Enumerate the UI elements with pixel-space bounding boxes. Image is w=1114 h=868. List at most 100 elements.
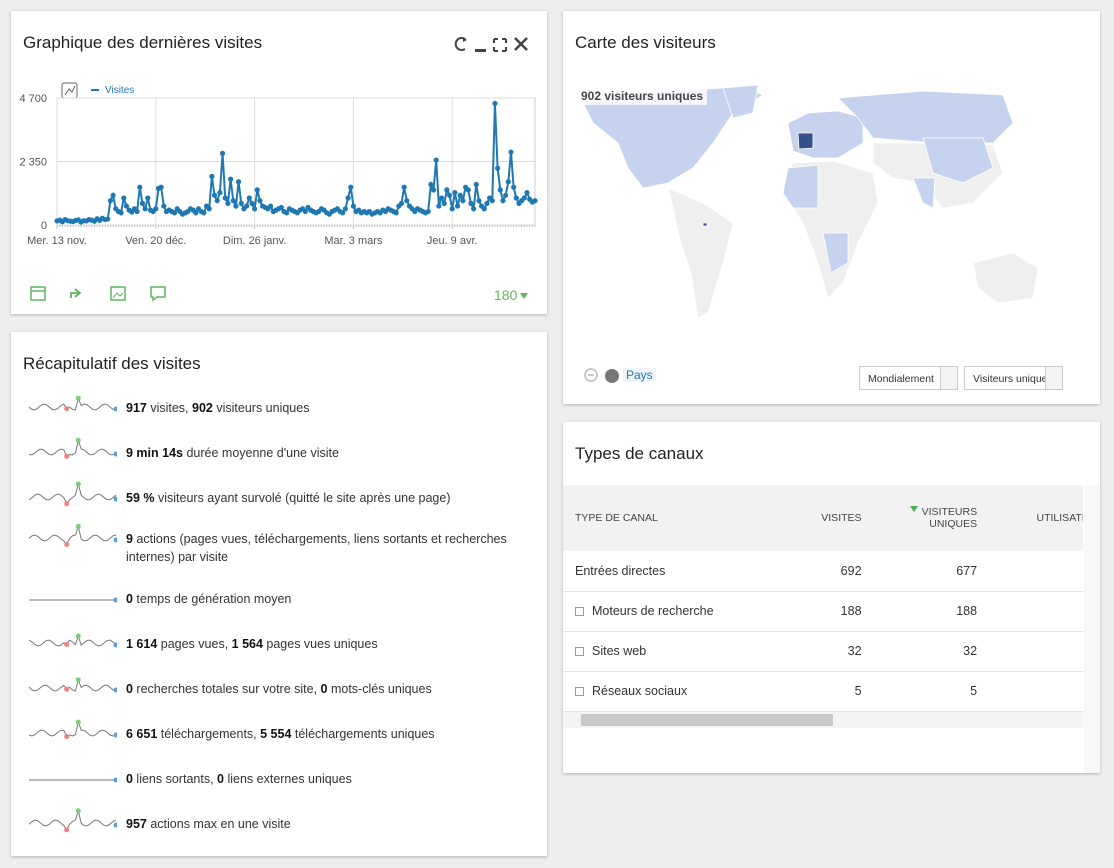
data-point — [278, 204, 284, 211]
cell-text: 5 — [970, 684, 978, 698]
recap-item: 59 % visiteurs ayant survolé (quitté le … — [126, 489, 536, 507]
map-level[interactable]: Pays — [623, 368, 656, 382]
column-header: TYPE DE CANAL — [563, 485, 785, 551]
sparkline-max — [75, 808, 81, 814]
visits-overview-widget: Récapitulatif des visites 917 visites, 9… — [11, 332, 547, 856]
cell-text: Réseaux sociaux — [592, 684, 688, 698]
metric-text: visiteurs uniques — [212, 401, 310, 415]
metric-text: actions max en une visite — [146, 817, 291, 831]
metric-value: 957 — [126, 817, 147, 831]
data-point — [246, 195, 252, 201]
sparkline-last — [113, 732, 117, 738]
widget-title: Carte des visiteurs — [575, 33, 716, 52]
v-scrollbar[interactable] — [1084, 485, 1100, 773]
recap-item: 9 actions (pages vues, téléchargements, … — [126, 530, 536, 566]
sparkline-path — [28, 808, 117, 831]
data-point — [481, 206, 487, 212]
widget-controls[interactable] — [451, 35, 531, 55]
data-point — [476, 198, 482, 204]
data-point — [436, 203, 442, 209]
data-point — [428, 181, 434, 188]
data-point — [452, 189, 458, 196]
cell-text: Sites web — [592, 644, 647, 658]
data-point — [137, 184, 143, 190]
sparkline — [28, 437, 117, 459]
metric-value: 0 — [126, 772, 133, 786]
h-scrollbar[interactable] — [563, 712, 1083, 728]
metric-value: 6 651 — [126, 727, 158, 741]
data-point — [222, 195, 228, 201]
data-point — [500, 198, 506, 204]
recap-item: 6 651 téléchargements, 5 554 téléchargem… — [126, 725, 536, 743]
metric-text: téléchargements uniques — [291, 727, 435, 741]
data-point — [495, 165, 501, 171]
data-point — [225, 200, 231, 206]
metric-value: 917 — [126, 401, 147, 415]
column-label: VISITEURS UNIQUES — [921, 506, 978, 530]
table-cell: 677 — [874, 551, 990, 591]
metric-value: 0 — [320, 682, 328, 696]
data-point — [214, 198, 220, 204]
period-selector[interactable]: 180 — [494, 287, 529, 303]
table-cell — [989, 551, 1083, 591]
sparkline — [28, 677, 117, 693]
metric-select[interactable]: Visiteurs uniques — [964, 366, 1063, 390]
data-point — [233, 203, 239, 209]
sparkline-last — [113, 642, 117, 648]
data-point — [441, 200, 447, 206]
data-point — [521, 195, 527, 201]
sparkline-max — [75, 719, 81, 725]
channel-types-widget: Types de canaux TYPE DE CANAL VISITES VISI… — [563, 422, 1100, 773]
region-select[interactable]: Mondialement — [859, 366, 958, 390]
y-tick-label: 0 — [41, 220, 47, 232]
data-point — [209, 173, 215, 179]
sparkline — [29, 777, 117, 783]
metric-text: actions (pages vues, téléchargements, li… — [126, 532, 511, 564]
sparkline-max — [75, 481, 81, 487]
sparkline — [28, 395, 117, 412]
column-label: UTILISATEURS — [1036, 512, 1083, 524]
select-label: Visiteurs uniques — [973, 373, 1053, 385]
data-point — [302, 208, 308, 215]
visits-graph-widget: Graphique des dernières visites Visites … — [11, 11, 547, 314]
metric-text: téléchargements, — [157, 727, 261, 741]
column-header: UTILISATEURS — [989, 485, 1083, 551]
data-point — [513, 195, 519, 201]
metric-value: 9 — [126, 532, 133, 546]
recap-item: 957 actions max en une visite — [126, 815, 536, 833]
table-cell: 5 — [785, 671, 874, 711]
data-point — [158, 184, 164, 190]
world-map — [582, 84, 1039, 319]
metric-text: pages vues, — [157, 637, 232, 651]
expand-icon — [575, 607, 584, 617]
data-point — [284, 210, 290, 216]
sparkline-last — [113, 496, 117, 502]
sparkline-max — [75, 523, 81, 529]
sparkline — [28, 633, 117, 648]
x-tick-label: Dim. 26 janv. — [223, 235, 286, 247]
graph-footer-icons[interactable] — [29, 285, 179, 305]
sparkline-last — [113, 406, 117, 412]
data-point — [401, 184, 407, 190]
table-cell: 5 — [874, 671, 990, 711]
sparkline-min — [64, 501, 70, 507]
sparkline-min — [64, 453, 70, 459]
y-tick-label: 2 350 — [19, 157, 47, 169]
metric-text: liens sortants, — [132, 772, 218, 786]
data-point — [235, 179, 242, 185]
x-tick-label: Mer. 13 nov. — [27, 235, 87, 247]
data-point — [444, 187, 450, 193]
sparkline-min — [64, 542, 70, 548]
sparkline-last — [113, 537, 117, 543]
recap-item: 0 temps de génération moyen — [126, 590, 536, 608]
map-zoom-icons[interactable] — [583, 366, 623, 386]
data-point — [438, 195, 445, 201]
visits-chart: Visites 0 2 350 4 700 Mer. 13 nov. Ven. 20 d… — [19, 82, 538, 247]
sparkline-last — [113, 777, 117, 783]
x-tick-label: Mar. 3 mars — [324, 235, 383, 247]
column-header: VISITEURS UNIQUES — [874, 485, 990, 551]
data-point — [449, 206, 455, 212]
table-cell: 32 — [874, 631, 990, 671]
data-point — [243, 203, 250, 209]
recap-item: 917 visites, 902 visiteurs uniques — [126, 399, 536, 417]
